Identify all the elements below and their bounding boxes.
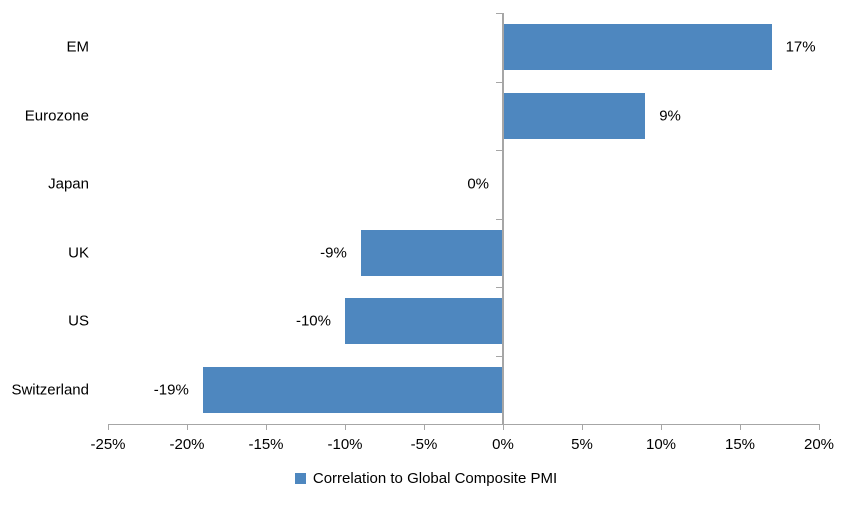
chart-bar-uk [360, 229, 503, 276]
x-axis-tick [187, 424, 188, 430]
x-tick-label-1: -20% [169, 436, 205, 453]
category-label-us: US [68, 312, 89, 330]
y-axis-tick [496, 150, 502, 151]
legend-marker-icon [294, 473, 306, 484]
x-axis-tick [819, 424, 820, 430]
y-axis-tick [496, 355, 502, 357]
x-tick-label-8: 15% [724, 436, 756, 453]
value-label-eurozone: 9% [659, 107, 681, 125]
y-axis-tick [496, 81, 502, 83]
category-label-eurozone: Eurozone [24, 107, 89, 125]
chart-bar-em [503, 24, 772, 71]
category-label-em: EM [66, 38, 90, 56]
x-tick-label-2: -15% [248, 436, 284, 453]
x-tick-label-9: 20% [803, 436, 835, 453]
x-axis-tick [582, 424, 583, 430]
x-tick-label-4: -5% [410, 436, 438, 453]
x-axis-tick [345, 424, 346, 430]
x-axis-tick [503, 424, 504, 430]
x-tick-label-7: 10% [645, 436, 677, 453]
value-label-em: 17% [785, 38, 816, 56]
x-tick-label-0: -25% [90, 436, 126, 453]
x-tick-label-6: 5% [571, 436, 593, 453]
x-tick-label-3: -10% [327, 436, 363, 453]
y-axis-line [502, 13, 504, 424]
value-label-japan: 0% [467, 175, 489, 193]
chart-bar-us [345, 298, 503, 345]
x-axis-tick [266, 424, 267, 430]
category-label-switzerland: Switzerland [11, 381, 89, 399]
x-axis-tick [108, 424, 109, 430]
chart-bar-eurozone [503, 92, 646, 139]
category-label-japan: Japan [48, 175, 89, 193]
x-axis-tick [424, 424, 425, 430]
x-axis-tick [661, 424, 662, 430]
category-label-uk: UK [68, 244, 89, 262]
value-label-uk: -9% [320, 244, 347, 262]
value-label-us: -10% [295, 312, 331, 330]
legend-label: Correlation to Global Composite PMI [312, 470, 558, 487]
y-axis-tick [496, 218, 502, 220]
value-label-switzerland: -19% [153, 381, 189, 399]
x-axis-line [108, 424, 820, 425]
x-tick-label-5: 0% [492, 436, 514, 453]
chart-legend: Correlation to Global Composite PMI [0, 471, 852, 486]
y-axis-tick [496, 13, 502, 14]
chart-bar-switzerland [202, 366, 503, 413]
x-axis-tick [740, 424, 741, 430]
y-axis-tick [496, 287, 502, 288]
